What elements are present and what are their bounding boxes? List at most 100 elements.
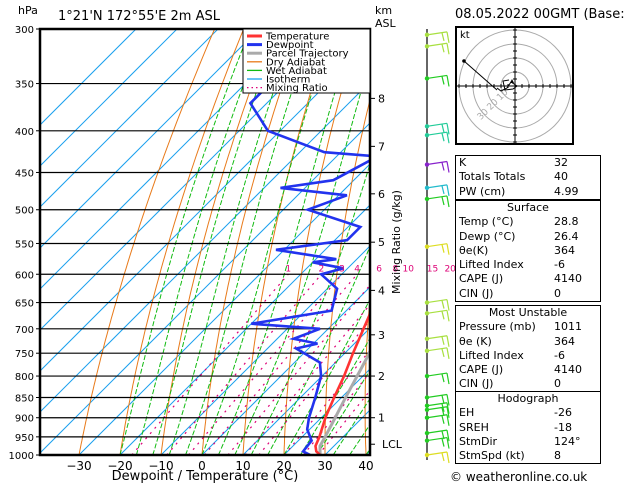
wind-barb-shaft <box>426 184 448 189</box>
most-unstable-row: CIN (J) 0 <box>459 377 561 391</box>
most-unstable-row: CAPE (J) 4140 <box>459 363 582 377</box>
temperature-tick-label: 20 <box>276 459 291 473</box>
wind-barb-flag <box>441 348 445 357</box>
index-row-totals: Totals Totals 40 <box>459 170 568 184</box>
pressure-tick-label: 350 <box>15 80 34 91</box>
location-title: 1°21'N 172°55'E 2m ASL <box>58 9 220 24</box>
temperature-tick-label: −10 <box>148 459 173 473</box>
indices-table-most-unstable: Most Unstable Pressure (mb) 1011 θe (K) 36… <box>455 305 601 393</box>
wind-barb-flag <box>446 31 450 43</box>
wind-barb-flag <box>446 123 450 135</box>
asl-unit-label: ASL <box>375 17 396 30</box>
mixing-ratio-label: 8 <box>392 264 398 274</box>
wind-barb-shaft <box>426 335 448 340</box>
surface-row: Dewp (°C) 26.4 <box>459 229 579 243</box>
legend-label: Dry Adiabat <box>266 57 325 68</box>
pressure-tick-label: 900 <box>15 414 34 425</box>
wind-barb-flag <box>441 452 445 462</box>
wet-adiabat-line <box>185 29 314 455</box>
wind-barb-flag <box>441 415 445 424</box>
isotherm-line <box>160 245 370 455</box>
wet-adiabat-line <box>332 397 370 455</box>
hodograph-section-title: Hodograph <box>497 392 559 405</box>
surface-row: Lifted Index -6 <box>459 258 565 272</box>
wind-barb-flag <box>441 395 445 404</box>
wind-barb-shaft <box>426 298 448 304</box>
mixing-ratio-label: 1 <box>285 264 291 274</box>
mixing-ratio-line <box>131 273 289 455</box>
storm-motion-marker <box>510 79 514 83</box>
km-tick-label: 1 <box>378 412 385 425</box>
km-axis: 8 7 6 5 4 3 2 1 LCL <box>370 92 403 451</box>
wind-barb-flag <box>441 244 445 253</box>
wind-barb-shaft <box>426 131 448 136</box>
pressure-tick-label: 750 <box>15 349 34 360</box>
wind-barb-flag <box>441 336 445 345</box>
wind-barb-shaft <box>426 451 448 456</box>
dewpoint-line <box>248 29 370 455</box>
wind-barb-flag <box>441 133 445 142</box>
indices-table-top: K 32 Totals Totals 40 PW (cm) 4.99 <box>455 155 601 200</box>
temperature-tick-label: −30 <box>66 459 91 473</box>
km-tick-label: 3 <box>378 329 385 342</box>
km-tick-label: 4 <box>378 284 385 297</box>
isotherm-line <box>201 286 370 455</box>
wind-barb-shaft <box>426 393 448 399</box>
pressure-tick-label: 850 <box>15 393 34 404</box>
mixing-ratio-label: 2 <box>319 264 325 274</box>
wind-barb-shaft <box>426 122 448 127</box>
wind-barb-shaft <box>426 429 448 434</box>
wind-barb-flag <box>441 407 445 416</box>
copyright-notice: © weatheronline.co.uk <box>450 470 588 484</box>
wind-barb-dot <box>424 124 430 129</box>
dry-adiabat-line <box>615 29 629 455</box>
wind-barb-shaft <box>426 436 448 442</box>
legend-label: Mixing Ratio <box>266 83 328 94</box>
wind-barb-shaft <box>426 309 448 314</box>
surface-section-title: Surface <box>507 201 549 214</box>
isotherm-line <box>78 163 370 455</box>
mixing-ratio-axis-label: Mixing Ratio (g/kg) <box>390 190 403 294</box>
wind-barb-flag <box>446 451 450 464</box>
surface-row: CIN (J) 0 <box>459 286 561 300</box>
km-tick-label: LCL <box>382 438 403 451</box>
km-tick-label: 8 <box>378 92 385 105</box>
most-unstable-row: θe (K) 364 <box>459 334 575 348</box>
wind-barb-flag <box>446 402 450 414</box>
forecast-datetime: 08.05.2022 00GMT (Base: 00) <box>455 7 629 22</box>
temperature-tick-label: 30 <box>317 459 332 473</box>
pressure-tick-label: 450 <box>15 168 34 179</box>
wind-barb-flag <box>441 32 445 41</box>
wind-barb-shaft <box>426 402 448 407</box>
mixing-ratio-labels: 12346810152025 <box>285 264 470 274</box>
legend-label: Parcel Trajectory <box>266 49 349 60</box>
hodograph-row: SREH -18 <box>459 420 572 434</box>
wind-barb-flag <box>446 132 450 144</box>
temperature-tick-label: 40 <box>358 459 373 473</box>
wind-barb-shaft <box>426 414 448 419</box>
x-axis-label: Dewpoint / Temperature (°C) <box>112 469 299 484</box>
wet-adiabat-line <box>119 29 251 455</box>
wind-barb-flag <box>446 195 450 208</box>
wind-barb-flag <box>446 161 450 173</box>
hodograph-trace-upper <box>463 60 498 91</box>
pressure-tick-label: 300 <box>15 25 34 36</box>
wind-barb-flag <box>441 300 445 309</box>
mixing-ratio-label: 4 <box>354 264 360 274</box>
hodograph-end-dot <box>462 59 466 63</box>
isotherm-line <box>40 29 219 208</box>
pressure-tick-label: 650 <box>15 299 34 310</box>
legend-label: Temperature <box>265 32 329 43</box>
most-unstable-row: Lifted Index -6 <box>459 348 565 362</box>
pressure-tick-label: 950 <box>15 433 34 444</box>
wind-barb-dot <box>424 76 430 81</box>
pressure-unit-label: hPa <box>18 4 38 17</box>
mixing-ratio-label: 15 <box>427 264 438 274</box>
temperature-axis: −30 −20 −10 0 10 20 30 40 <box>66 459 373 473</box>
most-unstable-row: Pressure (mb) 1011 <box>459 320 582 334</box>
mixing-ratio-label: 10 <box>403 264 415 274</box>
hodograph-row: StmSpd (kt) 8 <box>459 449 561 463</box>
